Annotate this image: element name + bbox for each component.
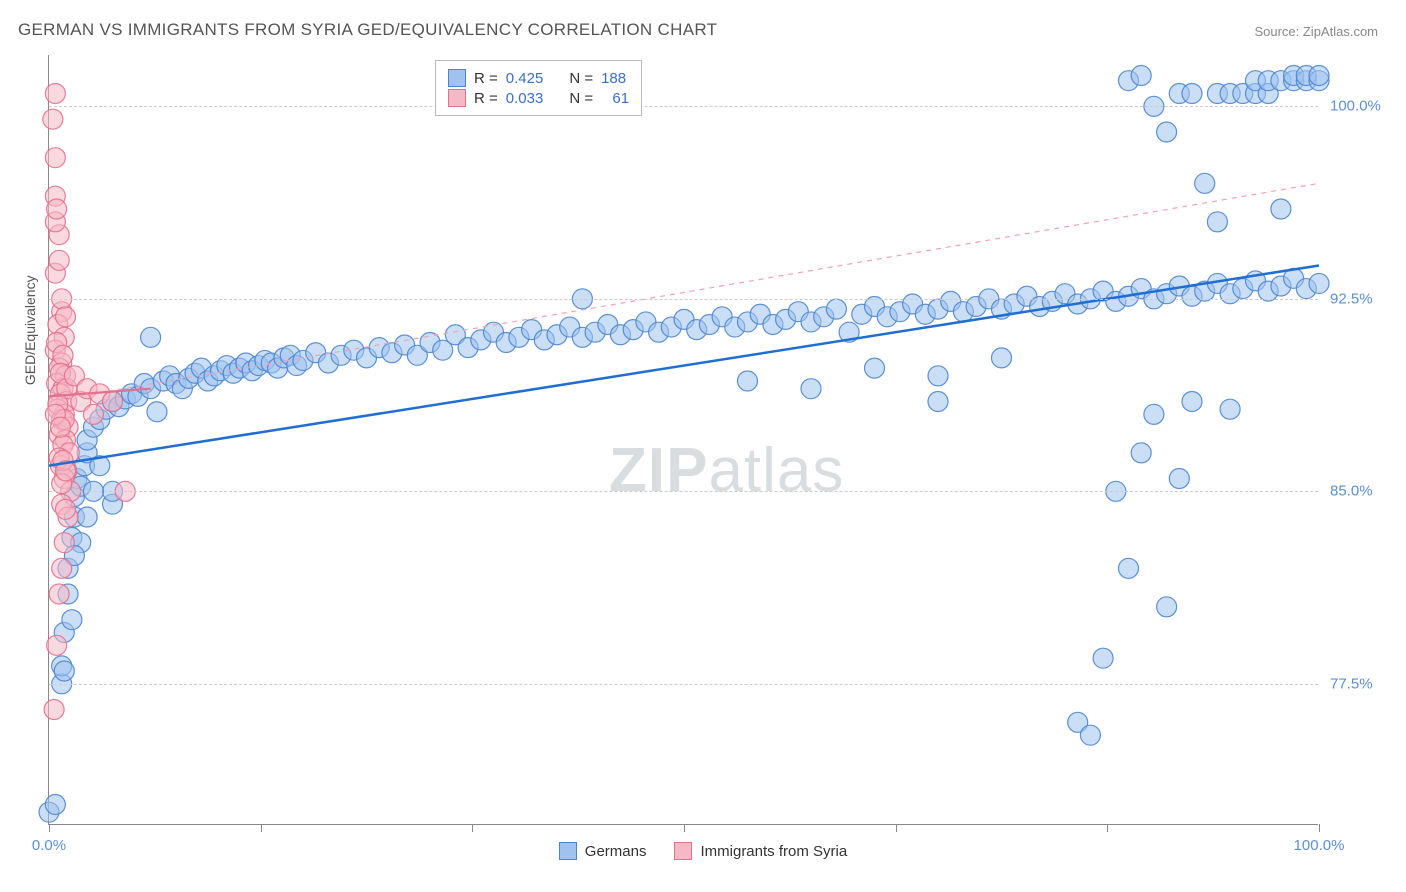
gridline-h: [49, 491, 1318, 492]
x-tick: [684, 824, 685, 832]
x-tick: [1319, 824, 1320, 832]
gridline-h: [49, 299, 1318, 300]
n-value-germans: 188: [601, 70, 626, 87]
x-tick: [896, 824, 897, 832]
r-value-syria: 0.033: [506, 90, 544, 107]
r-label: R =: [474, 90, 498, 107]
n-value-syria: 61: [601, 90, 629, 107]
plot-area: ZIPatlas 77.5%85.0%92.5%100.0%0.0%100.0%: [48, 55, 1318, 825]
legend-series: Germans Immigrants from Syria: [0, 842, 1406, 860]
y-tick-label: 85.0%: [1330, 483, 1400, 500]
x-tick: [261, 824, 262, 832]
y-tick-label: 92.5%: [1330, 290, 1400, 307]
swatch-syria: [448, 89, 466, 107]
n-label: N =: [569, 90, 593, 107]
swatch-germans: [448, 69, 466, 87]
legend-label-germans: Germans: [585, 843, 647, 860]
chart-title: GERMAN VS IMMIGRANTS FROM SYRIA GED/EQUI…: [18, 20, 717, 40]
x-tick: [472, 824, 473, 832]
chart-container: GERMAN VS IMMIGRANTS FROM SYRIA GED/EQUI…: [0, 0, 1406, 892]
swatch-germans: [559, 842, 577, 860]
n-label: N =: [569, 70, 593, 87]
source-attribution: Source: ZipAtlas.com: [1254, 24, 1378, 39]
legend-item-syria: Immigrants from Syria: [674, 842, 847, 860]
legend-row-germans: R = 0.425 N = 188: [448, 69, 629, 87]
y-tick-label: 100.0%: [1330, 98, 1400, 115]
legend-correlation: R = 0.425 N = 188 R = 0.033 N = 61: [435, 60, 642, 116]
y-tick-label: 77.5%: [1330, 675, 1400, 692]
legend-label-syria: Immigrants from Syria: [700, 843, 847, 860]
r-value-germans: 0.425: [506, 70, 544, 87]
gridline-h: [49, 684, 1318, 685]
swatch-syria: [674, 842, 692, 860]
x-tick: [49, 824, 50, 832]
legend-item-germans: Germans: [559, 842, 647, 860]
y-axis-label: GED/Equivalency: [22, 275, 38, 385]
legend-row-syria: R = 0.033 N = 61: [448, 89, 629, 107]
scatter-svg: [49, 55, 1318, 824]
gridline-h: [49, 106, 1318, 107]
r-label: R =: [474, 70, 498, 87]
x-tick: [1107, 824, 1108, 832]
